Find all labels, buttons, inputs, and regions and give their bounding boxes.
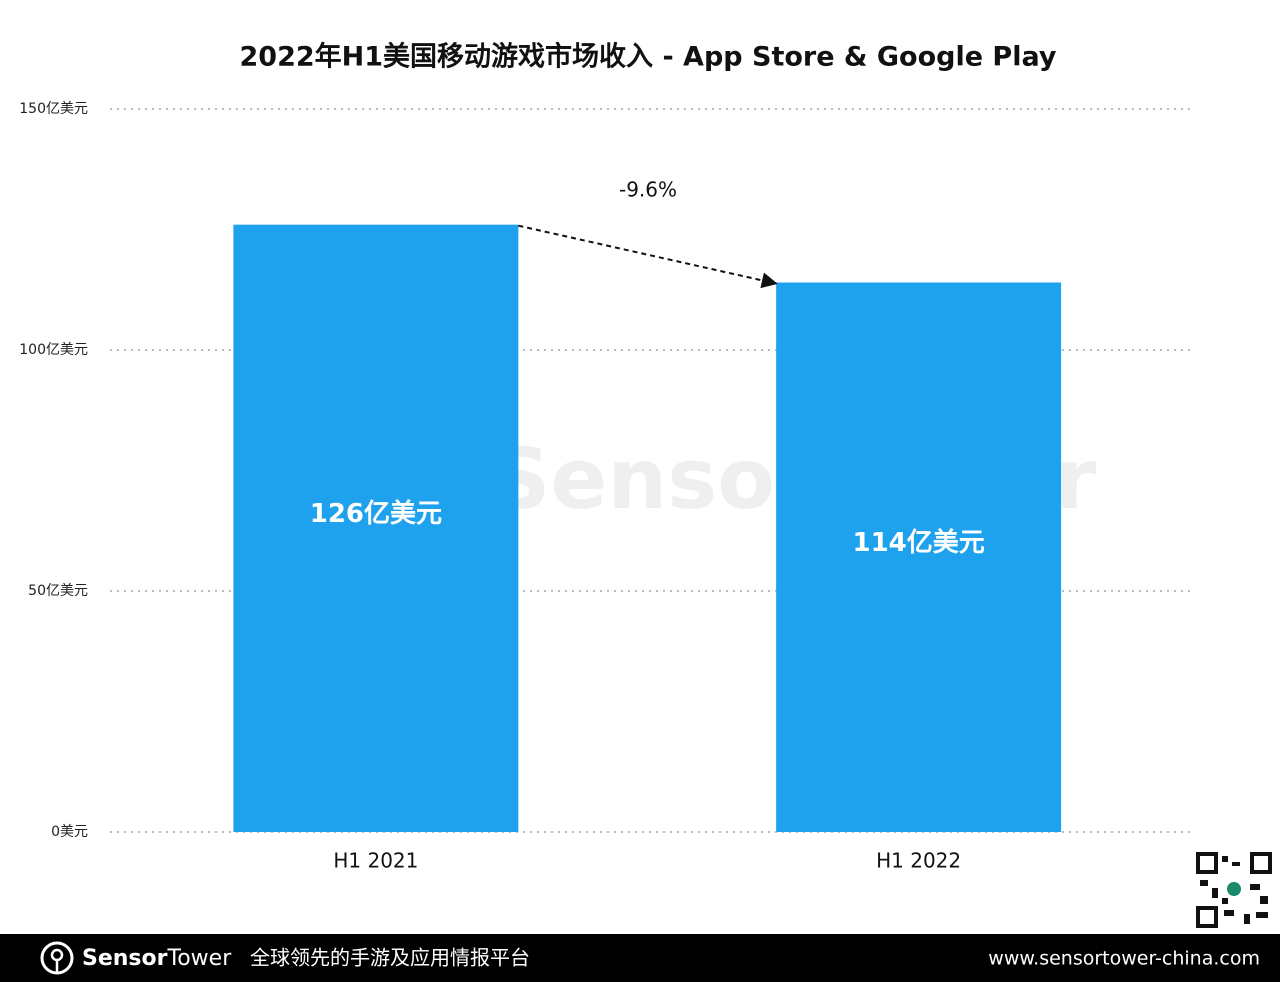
footer-bar	[0, 934, 1280, 982]
footer-logo	[40, 941, 74, 975]
y-tick-label: 150亿美元	[19, 101, 88, 117]
y-tick-label: 0美元	[51, 824, 88, 840]
change-arrow	[518, 224, 778, 289]
bar	[233, 224, 519, 832]
x-tick-label: H1 2021	[333, 849, 418, 873]
annotation: -9.6%	[619, 178, 677, 202]
chart-title: 2022年H1美国移动游戏市场收入 - App Store & Google P…	[240, 41, 1057, 73]
qr-code	[1196, 852, 1272, 928]
value-label: 126亿美元	[310, 498, 442, 529]
footer-slogan: 全球领先的手游及应用情报平台	[250, 946, 530, 970]
footer-brand: SensorTower	[82, 946, 232, 971]
y-tick-label: 50亿美元	[28, 583, 88, 599]
footer-brand-bold: Sensor	[82, 946, 168, 971]
footer-url: www.sensortower-china.com	[988, 948, 1260, 970]
bar	[776, 282, 1062, 832]
value-label: 114亿美元	[852, 527, 984, 558]
x-tick-label: H1 2022	[876, 849, 961, 873]
footer-brand-light: Tower	[167, 946, 233, 971]
y-tick-label: 100亿美元	[19, 342, 88, 358]
plot: 0美元 50亿美元 100亿美元 150亿美元 H1 2021 126亿美元 H1 2022…	[19, 101, 1192, 873]
